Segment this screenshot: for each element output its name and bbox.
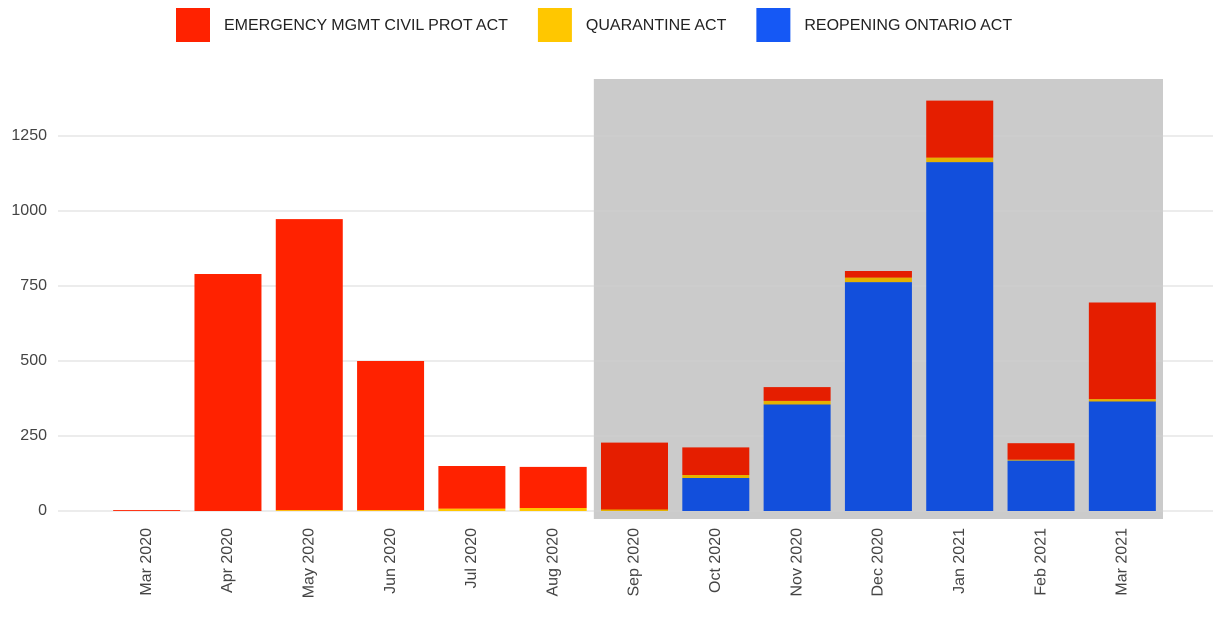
bar-segment [844,282,912,511]
bar-segment [519,508,587,511]
bar-segment [1007,460,1075,511]
legend-swatch [756,8,791,42]
x-tick-label: Apr 2020 [219,528,236,593]
x-tick-label: Oct 2020 [707,528,724,593]
x-tick-label: Mar 2021 [1114,528,1131,596]
y-tick-label: 500 [20,352,47,369]
y-tick-label: 750 [20,277,47,294]
bar-segment [844,277,912,283]
y-tick-label: 1000 [11,202,47,219]
legend-swatch [537,8,572,42]
bar-segment [763,404,831,511]
legend-label: EMERGENCY MGMT CIVIL PROT ACT [224,17,508,34]
x-tick-label: Feb 2021 [1032,528,1049,596]
y-tick-label: 1250 [11,127,47,144]
x-tick-label: Mar 2020 [138,528,155,596]
bar-segment [194,274,262,511]
x-tick-label: Sep 2020 [626,528,643,597]
bar-segment [926,157,994,163]
bar-segment [601,442,668,510]
x-tick-label: Jan 2021 [951,528,968,594]
bar-segment [1088,399,1156,402]
bar-segment [763,400,831,405]
bar-segment [1007,459,1075,461]
shaded-overlay [593,79,1163,519]
bar-segment [113,510,181,511]
bar-segment [926,100,994,158]
x-tick-label: Dec 2020 [870,528,887,597]
x-tick-label: Aug 2020 [544,528,561,597]
bar-segment [682,475,750,478]
bar-segment [275,219,343,511]
bar-segment [519,466,587,508]
bar-segment [926,162,994,511]
x-tick-label: Jun 2020 [382,528,399,594]
x-tick-label: Jul 2020 [463,528,480,589]
bar-segment [438,508,506,511]
y-tick-label: 0 [38,502,47,519]
x-tick-label: Nov 2020 [788,528,805,597]
legend-label: REOPENING ONTARIO ACT [804,17,1012,34]
x-tick-label: May 2020 [300,528,317,598]
bar-segment [1088,302,1156,400]
legend-swatch [176,8,210,42]
legend: EMERGENCY MGMT CIVIL PROT ACT QUARANTINE … [176,8,1012,42]
bar-segment [1007,443,1075,460]
bar-segment [682,447,750,475]
legend-label: QUARANTINE ACT [586,17,727,34]
bar-segment [763,387,831,401]
bar-segment [601,509,668,511]
bar-segment [682,478,750,511]
bar-segment [1088,401,1156,511]
bar-segment [844,271,912,278]
y-tick-label: 250 [20,427,47,444]
bar-segment [438,466,506,509]
bar-segment [357,361,425,511]
bar-segment [357,510,425,511]
bar-segment [275,510,343,511]
